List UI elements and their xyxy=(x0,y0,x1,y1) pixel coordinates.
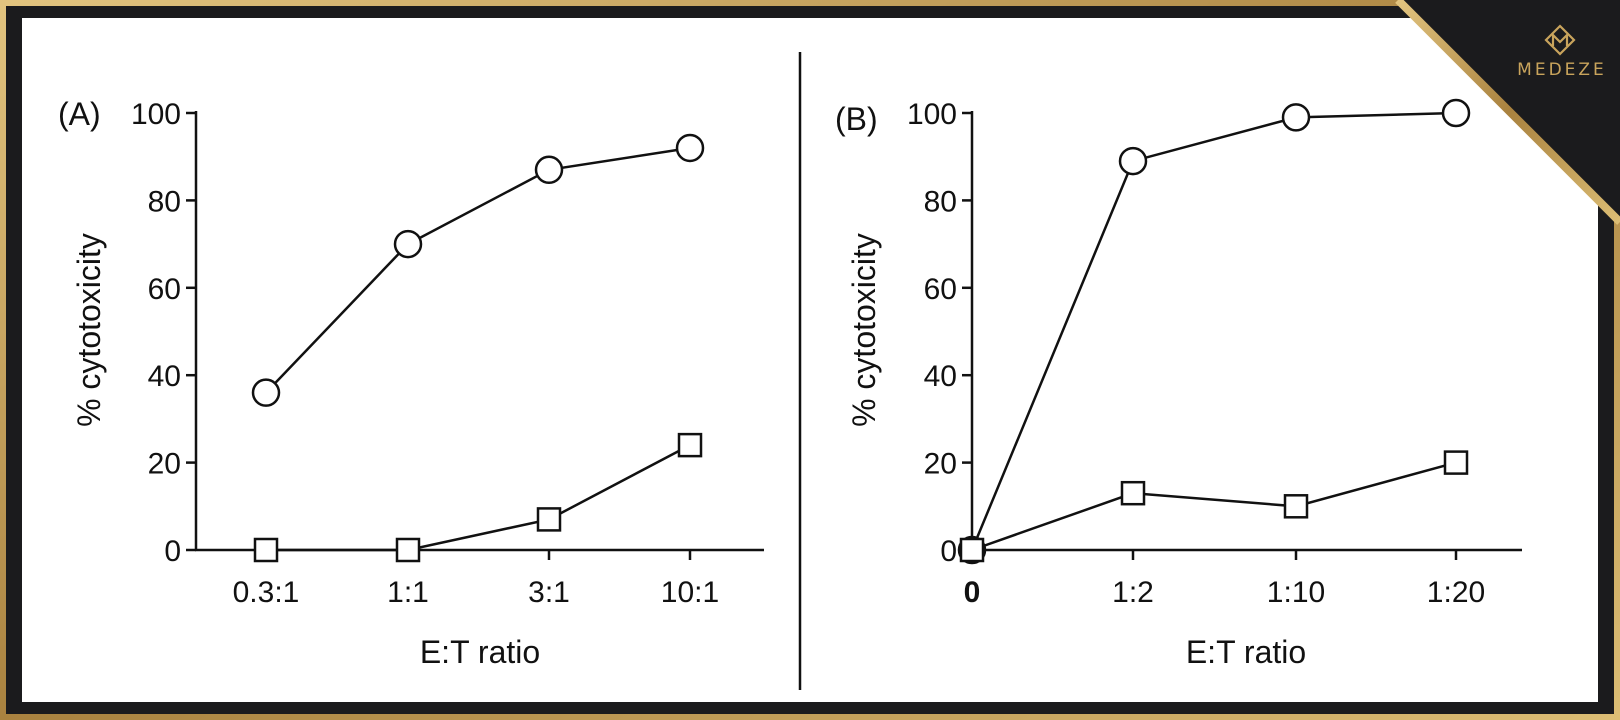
circle-point xyxy=(1118,146,1148,176)
brand-name: MEDEZE xyxy=(1517,60,1607,80)
y-tick-label: 100 xyxy=(907,98,957,131)
x-tick-label: 1:20 xyxy=(1427,576,1485,609)
circle-series-line xyxy=(265,146,691,394)
y-tick-label: 80 xyxy=(924,185,957,218)
circle-point xyxy=(675,133,705,163)
square-point xyxy=(536,507,562,532)
panel-label: (A) xyxy=(58,96,101,132)
square-point xyxy=(677,432,703,458)
panel-label: (B) xyxy=(835,101,878,137)
square-point xyxy=(253,537,279,563)
circle-point xyxy=(1441,98,1471,128)
x-tick-label: 0 xyxy=(964,576,981,609)
circle-point xyxy=(1281,103,1311,132)
y-tick-label: 0 xyxy=(164,535,181,568)
y-tick-label: 80 xyxy=(148,185,181,218)
y-axis-title: % cytotoxicity xyxy=(846,233,882,427)
corner-ribbon: MEDEZE xyxy=(1395,0,1620,225)
square-point xyxy=(1283,494,1309,519)
x-axis-title: E:T ratio xyxy=(420,634,540,670)
x-tick-label: 0.3:1 xyxy=(233,576,300,609)
square-series-line xyxy=(266,444,691,552)
y-tick-label: 60 xyxy=(924,273,957,306)
y-tick-label: 20 xyxy=(148,448,181,481)
circle-series-line xyxy=(970,111,1457,551)
circle-point xyxy=(393,229,423,259)
x-tick-label: 10:1 xyxy=(661,576,719,609)
y-tick-label: 40 xyxy=(924,360,957,393)
square-point xyxy=(1443,450,1469,475)
y-tick-label: 20 xyxy=(924,448,957,481)
square-series-line xyxy=(971,461,1457,552)
x-tick-label: 1:2 xyxy=(1112,576,1154,609)
square-point xyxy=(1120,480,1146,506)
x-tick-label: 1:1 xyxy=(387,576,429,609)
y-tick-label: 60 xyxy=(148,273,181,306)
circle-point xyxy=(534,155,564,185)
chart-panel-background xyxy=(22,18,1598,702)
x-tick-label: 1:10 xyxy=(1267,576,1325,609)
y-axis-title: % cytotoxicity xyxy=(71,233,107,427)
x-axis-title: E:T ratio xyxy=(1186,634,1306,670)
x-tick-label: 3:1 xyxy=(528,576,570,609)
y-tick-label: 40 xyxy=(148,360,181,393)
y-tick-label: 100 xyxy=(131,98,181,131)
square-point xyxy=(395,537,421,563)
chart-a: (A) 0 20 40 60 80 100 0.3:1 1:1 3:1 10:1 E:T ratio%… xyxy=(58,96,764,670)
circle-point xyxy=(251,378,281,407)
y-tick-label: 0 xyxy=(940,535,957,568)
chart-b: (B) 0 20 40 60 80 100 0 1:2 1:10 1:20 E:T ratio % cy… xyxy=(835,98,1522,670)
square-point xyxy=(959,537,985,563)
medeze-logo-icon xyxy=(1544,24,1576,56)
